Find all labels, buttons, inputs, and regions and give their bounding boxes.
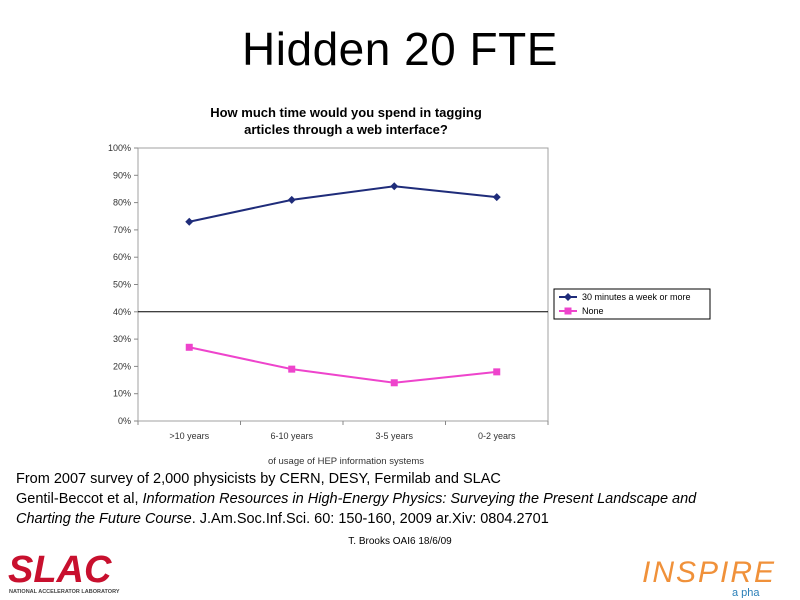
x-tick-label: 0-2 years — [478, 431, 516, 441]
legend-box — [553, 288, 711, 320]
chart-title-line: articles through a web interface? — [244, 122, 448, 137]
data-point-series-2 — [390, 379, 398, 387]
caption-authors: Gentil-Beccot et al, — [16, 491, 143, 507]
caption-reference: . J.Am.Soc.Inf.Sci. 60: 150-160, 2009 ar… — [191, 511, 549, 527]
y-tick-label: 80% — [113, 198, 131, 208]
caption-paper-title-part-1: Information Resources in High-Energy Phy… — [142, 491, 697, 507]
y-tick-label: 20% — [113, 361, 131, 371]
inspire-logo-text: INSPIRE — [642, 556, 776, 589]
slac-logo: SLAC NATIONAL ACCELERATOR LABORATORY — [8, 549, 120, 595]
series-line-2 — [189, 346, 497, 384]
y-tick-label: 100% — [108, 143, 131, 153]
legend-marker — [564, 293, 572, 301]
y-tick-label: 0% — [118, 416, 131, 426]
data-point-series-1 — [185, 217, 194, 226]
caption-line-3: Charting the Future Course. J.Am.Soc.Inf… — [16, 509, 786, 529]
x-tick-label: 3-5 years — [375, 431, 413, 441]
slac-logo-subtext: NATIONAL ACCELERATOR LABORATORY — [9, 589, 120, 595]
data-point-series-2 — [493, 368, 501, 376]
y-tick-label: 50% — [113, 280, 131, 290]
legend-label: None — [582, 306, 604, 316]
inspire-logo-subtext: a pha — [732, 587, 760, 598]
legend-label: 30 minutes a week or more — [582, 292, 691, 302]
caption-line-2: Gentil-Beccot et al, Information Resourc… — [16, 489, 786, 509]
plot-area — [137, 147, 549, 422]
citation-caption: From 2007 survey of 2,000 physicists by … — [16, 469, 786, 529]
data-point-series-2 — [288, 365, 296, 373]
y-tick-label: 90% — [113, 170, 131, 180]
y-tick-label: 60% — [113, 252, 131, 262]
legend-marker — [564, 307, 572, 315]
slac-logo-text: SLAC — [8, 549, 112, 591]
x-tick-label: 6-10 years — [270, 431, 313, 441]
line-chart: How much time would you spend in tagging… — [108, 105, 711, 467]
y-tick-label: 10% — [113, 389, 131, 399]
x-tick-label: >10 years — [169, 431, 209, 441]
x-axis-label: of usage of HEP information systems — [268, 456, 424, 467]
caption-paper-title-part-2: Charting the Future Course — [16, 511, 192, 527]
y-tick-label: 30% — [113, 334, 131, 344]
caption-line-1: From 2007 survey of 2,000 physicists by … — [16, 471, 501, 487]
series-line-1 — [189, 185, 497, 223]
y-tick-label: 70% — [113, 225, 131, 235]
y-tick-label: 40% — [113, 307, 131, 317]
data-point-series-1 — [492, 193, 501, 202]
chart-title-line: How much time would you spend in tagging — [210, 105, 482, 120]
data-point-series-1 — [287, 195, 296, 204]
data-point-series-2 — [185, 343, 193, 351]
footer-note: T. Brooks OAI6 18/6/09 — [348, 536, 452, 547]
slide-title: Hidden 20 FTE — [242, 23, 558, 75]
inspire-logo: INSPIRE a pha — [642, 556, 776, 598]
data-point-series-1 — [390, 182, 399, 191]
